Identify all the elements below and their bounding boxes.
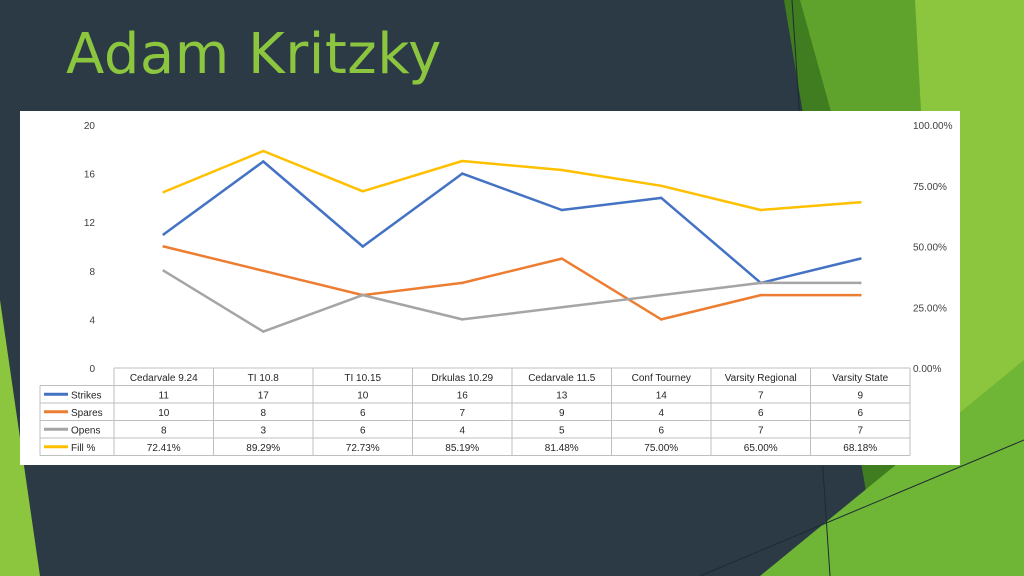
- right-axis-tick-label: 100.00%: [913, 121, 953, 132]
- data-point: [261, 330, 265, 333]
- data-point: [460, 172, 464, 175]
- right-axis-tick-label: 50.00%: [913, 243, 947, 254]
- data-table-cell: 11: [159, 390, 170, 401]
- data-point: [759, 293, 763, 297]
- series-line-strikes: [162, 160, 862, 285]
- left-axis-tick-label: 4: [89, 315, 95, 326]
- data-table-cell: 75.00%: [644, 443, 678, 454]
- data-table-cell: 6: [360, 425, 366, 436]
- category-label: TI 10.15: [344, 373, 381, 384]
- data-table: Cedarvale 9.24 TI 10.8 TI 10.15 Drkulas 10.…: [39, 367, 911, 456]
- category-label: Varsity State: [832, 373, 888, 384]
- left-axis-tick-label: 16: [84, 170, 96, 181]
- series-line-spares: [162, 245, 862, 321]
- category-label: Cedarvale 11.5: [528, 373, 596, 384]
- data-table-cell: 85.19%: [445, 443, 479, 454]
- data-point: [560, 305, 564, 309]
- data-table-cell: 16: [457, 390, 469, 401]
- category-label: Cedarvale 9.24: [130, 373, 198, 384]
- series-line-fill: [162, 149, 862, 212]
- data-table-cell: 72.73%: [346, 443, 380, 454]
- data-point: [361, 245, 365, 248]
- data-table-cell: 9: [857, 390, 863, 401]
- data-table-cell: 7: [758, 390, 764, 401]
- data-point: [759, 281, 763, 285]
- data-table-cell: 6: [360, 408, 366, 419]
- data-table-cell: 10: [357, 390, 369, 401]
- left-axis-tick-label: 20: [84, 121, 96, 132]
- data-table-cell: 14: [656, 390, 668, 401]
- data-point: [759, 208, 763, 212]
- data-point: [560, 257, 564, 260]
- data-table-cell: 10: [158, 408, 170, 419]
- data-point: [659, 293, 663, 297]
- right-axis-tick-label: 25.00%: [913, 303, 947, 314]
- combo-line-chart: 0481216200.00%25.00%50.00%75.00%100.00% …: [39, 121, 953, 456]
- legend-label: Opens: [71, 425, 100, 436]
- data-table-cell: 9: [559, 408, 565, 419]
- data-point: [162, 190, 166, 194]
- data-point: [659, 184, 663, 188]
- legend-label: Fill %: [71, 443, 96, 454]
- data-point: [858, 293, 862, 297]
- data-point: [858, 201, 862, 204]
- data-table-cell: 72.41%: [147, 443, 181, 454]
- data-point: [858, 257, 862, 260]
- data-table-cell: 3: [260, 425, 266, 436]
- series-line-opens: [162, 269, 862, 333]
- legend-label: Strikes: [71, 390, 102, 401]
- data-point: [361, 293, 365, 297]
- data-table-cell: 7: [758, 425, 764, 436]
- data-table-cell: 4: [459, 425, 465, 436]
- right-axis-tick-label: 0.00%: [913, 364, 941, 375]
- series-lines: [162, 149, 862, 333]
- data-point: [361, 189, 365, 193]
- data-point: [261, 149, 265, 153]
- category-label: Drkulas 10.29: [431, 373, 493, 384]
- data-table-cell: 89.29%: [246, 443, 280, 454]
- data-point: [261, 160, 265, 163]
- data-table-cell: 7: [857, 425, 863, 436]
- data-table-cell: 65.00%: [744, 443, 778, 454]
- data-table-cell: 81.48%: [545, 443, 579, 454]
- data-point: [659, 318, 663, 321]
- data-table-cell: 68.18%: [843, 443, 877, 454]
- category-label: TI 10.8: [248, 373, 280, 384]
- data-point: [659, 196, 663, 200]
- data-table-cell: 7: [459, 408, 465, 419]
- data-point: [858, 281, 862, 285]
- data-table-cell: 17: [258, 390, 270, 401]
- data-point: [460, 318, 464, 321]
- data-table-cell: 4: [658, 408, 664, 419]
- data-table-cell: 8: [260, 408, 266, 419]
- data-table-cell: 6: [857, 408, 863, 419]
- category-label: Conf Tourney: [632, 373, 691, 384]
- category-label: Varsity Regional: [725, 373, 797, 384]
- deco-line-2: [699, 439, 1024, 576]
- data-point: [162, 269, 166, 273]
- chart-panel: 0 4 8 12 16 20 0.00% 25.00% 50.00% 75.00% 100.00% …: [20, 111, 960, 465]
- data-point: [162, 233, 166, 236]
- data-point: [460, 159, 464, 163]
- data-table-cell: 5: [559, 425, 565, 436]
- left-axis-tick-label: 0: [89, 364, 95, 375]
- left-axis-tick-label: 8: [89, 267, 95, 278]
- slide-title: Adam Kritzky: [66, 22, 442, 87]
- data-table-cell: 6: [758, 408, 764, 419]
- data-table-cell: 6: [658, 425, 664, 436]
- data-point: [560, 168, 564, 172]
- data-point: [261, 269, 265, 273]
- data-point: [560, 208, 564, 212]
- left-axis-tick-label: 12: [84, 218, 96, 229]
- data-point: [460, 281, 464, 285]
- legend-label: Spares: [71, 408, 103, 419]
- right-axis-tick-label: 75.00%: [913, 182, 947, 193]
- data-point: [162, 245, 166, 248]
- axis-labels: 0 4 8 12 16 20 0.00% 25.00% 50.00% 75.00% 100.00%: [84, 121, 953, 375]
- data-table-cell: 8: [161, 425, 167, 436]
- data-table-cell: 13: [556, 390, 568, 401]
